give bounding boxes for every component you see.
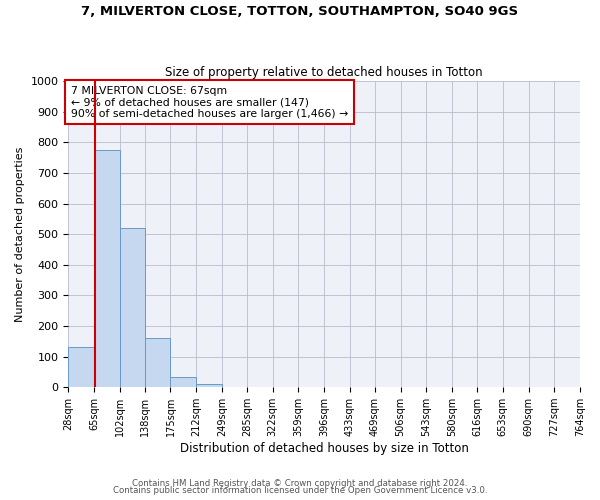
Text: 7, MILVERTON CLOSE, TOTTON, SOUTHAMPTON, SO40 9GS: 7, MILVERTON CLOSE, TOTTON, SOUTHAMPTON,… — [82, 5, 518, 18]
Bar — [68, 348, 94, 387]
Y-axis label: Number of detached properties: Number of detached properties — [15, 146, 25, 322]
Bar — [145, 338, 170, 387]
X-axis label: Distribution of detached houses by size in Totton: Distribution of detached houses by size … — [180, 442, 469, 455]
Text: 7 MILVERTON CLOSE: 67sqm
← 9% of detached houses are smaller (147)
90% of semi-d: 7 MILVERTON CLOSE: 67sqm ← 9% of detache… — [71, 86, 348, 119]
Text: Contains HM Land Registry data © Crown copyright and database right 2024.: Contains HM Land Registry data © Crown c… — [132, 478, 468, 488]
Bar — [94, 150, 120, 387]
Bar — [196, 384, 222, 387]
Title: Size of property relative to detached houses in Totton: Size of property relative to detached ho… — [166, 66, 483, 78]
Bar — [170, 376, 196, 387]
Text: Contains public sector information licensed under the Open Government Licence v3: Contains public sector information licen… — [113, 486, 487, 495]
Bar — [120, 228, 145, 387]
